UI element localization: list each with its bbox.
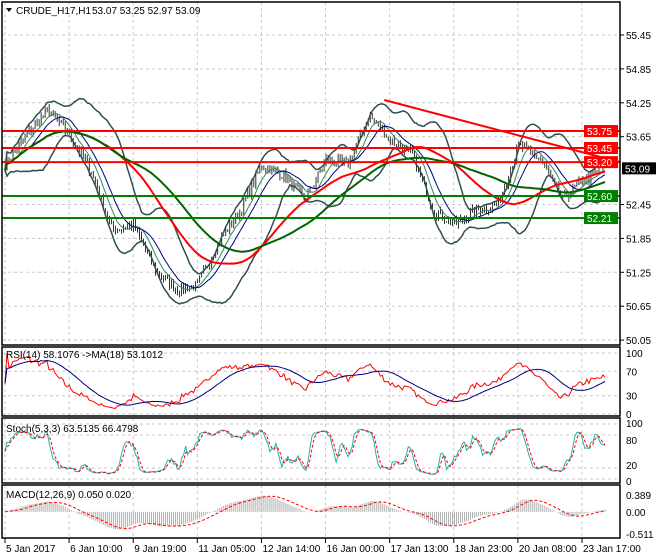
level-label: 53.45 [587,144,612,155]
stoch-frame [1,417,621,484]
x-tick-label: 17 Jan 13:00 [391,544,449,555]
rsi-line [4,352,606,409]
macd-panel[interactable] [4,495,606,530]
rsi-ma-line [4,359,606,406]
level-label: 52.21 [587,214,612,225]
bollinger-upper [4,97,606,275]
macd-tick-label: 0.00 [626,508,646,519]
x-tick-label: 16 Jan 00:00 [327,544,385,555]
x-tick-label: 12 Jan 14:00 [262,544,320,555]
level-label-bg [584,142,618,154]
macd-tick-label: -0.511 [626,530,654,541]
collapse-triangle-icon[interactable] [6,8,12,12]
y-tick-label: 53.65 [626,133,651,144]
grid [2,2,620,538]
ma-red [4,130,606,265]
ma-medium [4,116,606,289]
level-label-bg [584,212,618,225]
level-label: 53.75 [587,127,612,138]
ma-green [4,130,606,253]
y-tick-label: 54.25 [626,99,651,110]
stoch-signal-line [4,428,606,475]
level-label: 53.20 [587,158,612,169]
stoch-label: Stoch(5,3,3) 63.5135 66.4798 [6,424,139,435]
macd-frame [1,484,621,539]
x-tick-label: 11 Jan 05:00 [198,544,256,555]
current-price-label: 53.09 [625,164,650,175]
x-tick-label: 23 Jan 17:00 [583,544,641,555]
ma-fast [4,112,606,291]
rsi-tick-label: 100 [626,349,643,360]
rsi-panel[interactable] [4,352,606,409]
y-tick-label: 51.25 [626,268,651,279]
stoch-tick-label: 80 [626,436,638,447]
level-label-bg [584,190,618,203]
rsi-tick-label: 0 [626,410,632,421]
rsi-tick-label: 30 [626,392,638,403]
rsi-label: RSI(14) 58.1076 ->MA(18) 53.1012 [6,350,163,361]
x-tick-label: 5 Jan 2017 [6,544,56,555]
stoch-tick-label: 0 [626,477,632,488]
y-tick-label: 50.05 [626,336,651,347]
stoch-tick-label: 100 [626,419,643,430]
level-label: 52.60 [587,192,612,203]
x-tick-label: 9 Jan 19:00 [134,544,187,555]
rsi-frame [1,346,621,417]
level-label-bg [584,156,618,169]
stoch-panel[interactable] [4,428,606,475]
macd-label: MACD(12,26,9) 0.050 0.020 [6,490,132,501]
stoch-tick-label: 20 [626,461,638,472]
y-tick-label: 52.45 [626,201,651,212]
x-tick-label: 20 Jan 08:00 [519,544,577,555]
main-frame [1,1,621,346]
ohlc-values: 53.07 53.25 52.97 53.09 [92,6,201,17]
bollinger-lower [4,134,606,305]
symbol-title: CRUDE_H17,H1 [16,6,91,17]
x-tick-label: 18 Jan 23:00 [455,544,513,555]
price-panel[interactable] [2,97,621,305]
y-tick-label: 55.45 [626,31,651,42]
x-tick-label: 6 Jan 10:00 [70,544,123,555]
macd-tick-label: 0.389 [626,491,651,502]
current-price-bg [622,162,656,175]
y-tick-label: 51.85 [626,234,651,245]
rsi-tick-label: 70 [626,367,638,378]
level-label-bg [584,125,618,138]
y-tick-label: 50.65 [626,302,651,313]
y-tick-label: 54.85 [626,65,651,76]
